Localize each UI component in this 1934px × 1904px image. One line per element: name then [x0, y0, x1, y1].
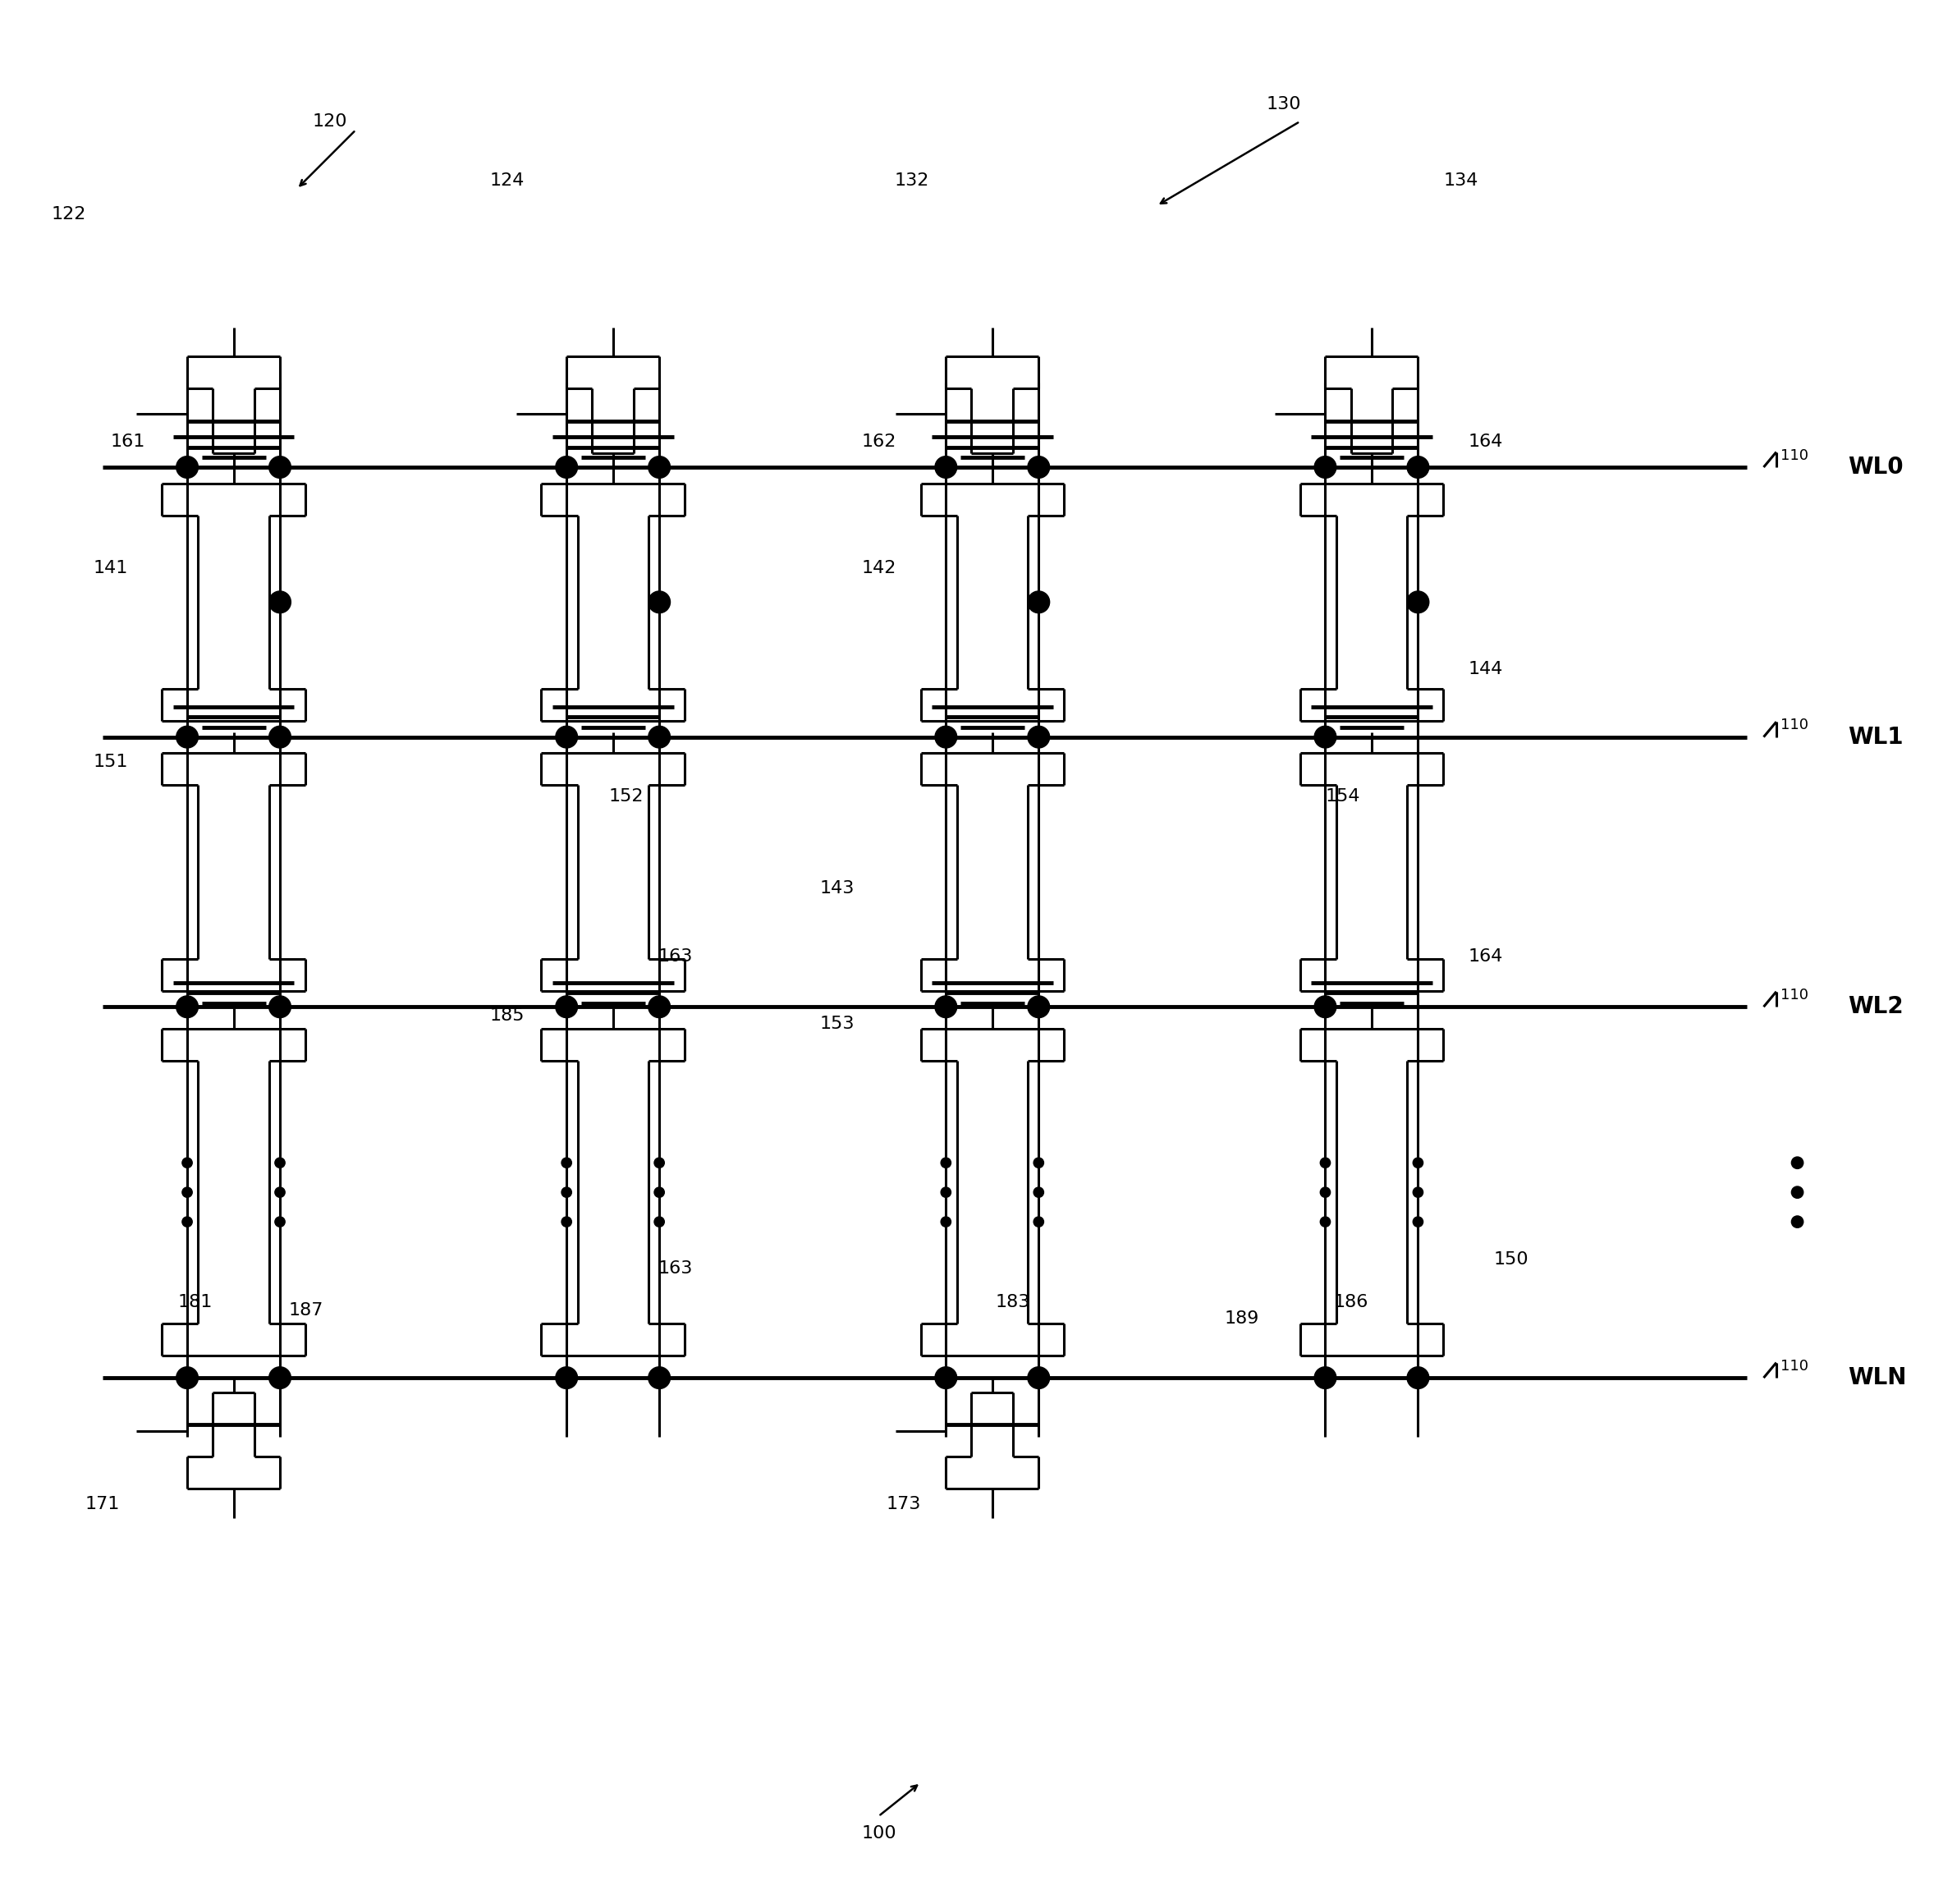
Text: 110: 110 — [1781, 1359, 1808, 1373]
Text: 122: 122 — [52, 206, 85, 223]
Circle shape — [275, 1217, 284, 1226]
Text: WLN: WLN — [1849, 1367, 1907, 1390]
Text: 120: 120 — [313, 112, 348, 129]
Text: 110: 110 — [1781, 447, 1808, 463]
Text: 100: 100 — [863, 1824, 897, 1841]
Text: 152: 152 — [609, 788, 644, 803]
Circle shape — [176, 1367, 197, 1388]
Circle shape — [940, 1158, 952, 1167]
Text: 161: 161 — [110, 434, 145, 449]
Circle shape — [1315, 996, 1336, 1019]
Circle shape — [176, 996, 197, 1019]
Circle shape — [182, 1188, 191, 1198]
Circle shape — [1321, 1188, 1331, 1198]
Circle shape — [648, 1367, 671, 1388]
Circle shape — [1033, 1217, 1044, 1226]
Circle shape — [1414, 1158, 1423, 1167]
Circle shape — [648, 996, 671, 1019]
Circle shape — [1408, 1367, 1429, 1388]
Text: WL0: WL0 — [1849, 455, 1903, 478]
Circle shape — [269, 590, 290, 613]
Text: 164: 164 — [1468, 434, 1503, 449]
Circle shape — [269, 457, 290, 478]
Circle shape — [1027, 1367, 1050, 1388]
Circle shape — [648, 725, 671, 748]
Text: 181: 181 — [178, 1293, 213, 1310]
Circle shape — [654, 1158, 665, 1167]
Circle shape — [940, 1188, 952, 1198]
Circle shape — [1315, 725, 1336, 748]
Circle shape — [1414, 1188, 1423, 1198]
Text: 144: 144 — [1468, 661, 1503, 678]
Text: WL1: WL1 — [1849, 725, 1903, 748]
Circle shape — [1315, 457, 1336, 478]
Circle shape — [275, 1158, 284, 1167]
Circle shape — [1791, 1158, 1802, 1169]
Text: 183: 183 — [996, 1293, 1031, 1310]
Text: 186: 186 — [1334, 1293, 1369, 1310]
Circle shape — [648, 590, 671, 613]
Text: 110: 110 — [1781, 988, 1808, 1003]
Circle shape — [182, 1158, 191, 1167]
Text: 185: 185 — [489, 1007, 524, 1024]
Circle shape — [275, 1188, 284, 1198]
Text: 142: 142 — [863, 560, 895, 577]
Text: 162: 162 — [863, 434, 895, 449]
Circle shape — [1027, 457, 1050, 478]
Text: 163: 163 — [658, 948, 692, 965]
Text: 187: 187 — [288, 1302, 323, 1319]
Text: 141: 141 — [93, 560, 128, 577]
Circle shape — [934, 725, 957, 748]
Text: 171: 171 — [85, 1497, 120, 1512]
Circle shape — [934, 457, 957, 478]
Text: 163: 163 — [658, 1260, 692, 1276]
Circle shape — [1414, 1217, 1423, 1226]
Circle shape — [648, 457, 671, 478]
Circle shape — [934, 996, 957, 1019]
Circle shape — [1408, 590, 1429, 613]
Circle shape — [1321, 1158, 1331, 1167]
Circle shape — [555, 725, 578, 748]
Circle shape — [654, 1217, 665, 1226]
Text: 153: 153 — [820, 1015, 855, 1032]
Circle shape — [269, 725, 290, 748]
Text: 151: 151 — [93, 754, 128, 771]
Circle shape — [1033, 1158, 1044, 1167]
Circle shape — [1791, 1186, 1802, 1198]
Circle shape — [561, 1188, 572, 1198]
Circle shape — [176, 725, 197, 748]
Circle shape — [555, 1367, 578, 1388]
Circle shape — [176, 457, 197, 478]
Circle shape — [654, 1188, 665, 1198]
Circle shape — [1027, 996, 1050, 1019]
Circle shape — [1408, 457, 1429, 478]
Text: 164: 164 — [1468, 948, 1503, 965]
Text: 124: 124 — [489, 171, 524, 188]
Circle shape — [940, 1217, 952, 1226]
Text: 189: 189 — [1224, 1310, 1259, 1327]
Circle shape — [182, 1217, 191, 1226]
Circle shape — [1321, 1217, 1331, 1226]
Text: WL2: WL2 — [1849, 996, 1903, 1019]
Text: 130: 130 — [1267, 97, 1302, 112]
Text: 110: 110 — [1781, 718, 1808, 733]
Circle shape — [1791, 1217, 1802, 1228]
Circle shape — [1315, 1367, 1336, 1388]
Circle shape — [1027, 590, 1050, 613]
Circle shape — [555, 457, 578, 478]
Text: 150: 150 — [1493, 1251, 1530, 1268]
Circle shape — [561, 1158, 572, 1167]
Text: 173: 173 — [886, 1497, 921, 1512]
Text: 143: 143 — [820, 880, 855, 897]
Circle shape — [934, 1367, 957, 1388]
Circle shape — [1027, 725, 1050, 748]
Circle shape — [269, 1367, 290, 1388]
Text: 134: 134 — [1443, 171, 1478, 188]
Text: 132: 132 — [894, 171, 928, 188]
Circle shape — [561, 1217, 572, 1226]
Circle shape — [555, 996, 578, 1019]
Circle shape — [1033, 1188, 1044, 1198]
Circle shape — [269, 996, 290, 1019]
Text: 154: 154 — [1325, 788, 1360, 803]
